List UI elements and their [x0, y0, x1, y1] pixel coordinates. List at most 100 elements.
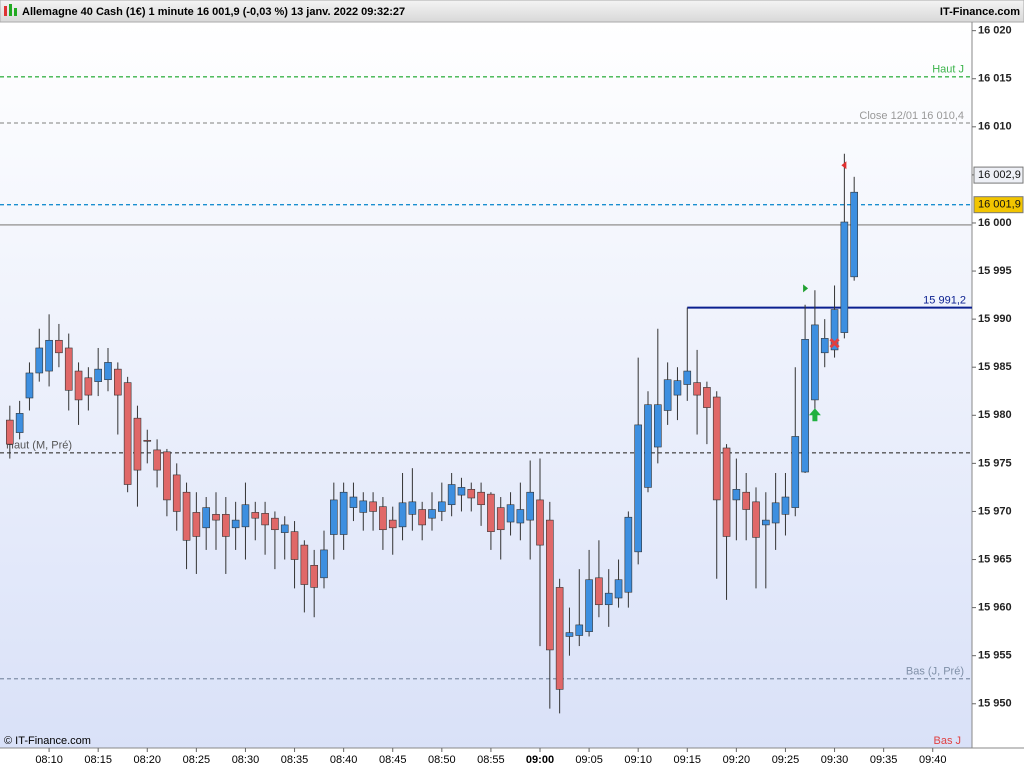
chart-title: Allemagne 40 Cash (1€) 1 minute 16 001,9… [22, 6, 405, 18]
y-tick-label: 16 020 [978, 25, 1012, 37]
candle-body [840, 221, 849, 333]
candle-body [575, 624, 584, 636]
candle-body [742, 491, 750, 510]
candle-body [663, 379, 672, 411]
y-tick-label: 15 975 [978, 457, 1012, 469]
candle-body [153, 449, 161, 471]
y-tick-label: 15 970 [978, 505, 1012, 517]
price-box-label: 16 001,9 [978, 199, 1021, 211]
candle-body [722, 447, 731, 537]
y-tick-label: 15 950 [978, 698, 1012, 710]
candle-body [84, 377, 93, 396]
candle-body [369, 501, 377, 512]
x-tick-label: 08:10 [35, 754, 63, 766]
plot-area [0, 22, 972, 748]
candle-body [418, 509, 426, 526]
candle-body [271, 517, 279, 531]
x-tick-label: 08:55 [477, 754, 505, 766]
title-bar [0, 0, 1024, 23]
candle-body [467, 489, 476, 499]
y-tick-label: 15 960 [978, 602, 1012, 614]
candle-body [604, 592, 613, 606]
candle-body [830, 309, 839, 351]
candle-body [703, 387, 711, 408]
x-tick-label: 09:05 [575, 754, 603, 766]
candle-body [634, 424, 642, 553]
candle-body [496, 507, 505, 531]
candle-body [261, 513, 269, 526]
x-tick-label: 08:50 [428, 754, 456, 766]
y-tick-label: 15 965 [978, 553, 1012, 565]
candle-body [231, 519, 240, 529]
candle-body [447, 484, 456, 506]
candle-body [506, 504, 515, 523]
candle-body [290, 531, 299, 560]
candle-body [251, 512, 260, 519]
candle-body [182, 491, 191, 541]
candle-body [771, 502, 780, 524]
candle-body [536, 499, 544, 546]
candle-body [801, 339, 809, 473]
icon [4, 4, 17, 16]
candle-body [850, 191, 858, 278]
candle-body [379, 506, 387, 531]
y-tick-label: 16 000 [978, 217, 1012, 229]
candle-body [428, 509, 436, 519]
x-tick-label: 08:45 [379, 754, 407, 766]
brand: IT-Finance.com [940, 6, 1020, 18]
x-tick-label: 09:25 [772, 754, 800, 766]
candle-body [438, 501, 446, 512]
candle-body [133, 417, 142, 471]
x-tick-label: 09:15 [674, 754, 702, 766]
candle-body [516, 509, 525, 524]
candle-body [614, 579, 623, 599]
candle-body [74, 370, 83, 401]
candle-body [359, 500, 368, 513]
signal [808, 408, 821, 422]
x-tick-label: 08:40 [330, 754, 358, 766]
y-tick-label: 15 980 [978, 409, 1012, 421]
candle-body [595, 577, 603, 606]
signal [829, 338, 840, 349]
candle-body [6, 419, 14, 445]
candle-body [820, 338, 829, 354]
level-label: Haut (M, Pré) [6, 440, 72, 452]
x-tick-label: 08:35 [281, 754, 309, 766]
candle-body [114, 368, 122, 396]
candle-body [163, 451, 171, 501]
candle-body [202, 507, 210, 529]
candle-body [644, 404, 652, 488]
candle-body [15, 413, 24, 433]
candle-body [565, 632, 574, 637]
candle-body [712, 396, 721, 501]
candle-body [457, 487, 466, 496]
candle-body [654, 404, 662, 448]
y-tick-label: 15 985 [978, 361, 1012, 373]
candle-body [35, 347, 44, 374]
x-tick-label: 09:10 [624, 754, 652, 766]
candle-body [388, 519, 397, 529]
candle-body [172, 474, 181, 512]
candle-body [280, 524, 289, 533]
candle-body [310, 564, 318, 588]
candle-body [408, 501, 417, 515]
candle-body [673, 380, 682, 396]
candle-body [123, 382, 132, 485]
candle-body [791, 436, 800, 508]
candle-body [330, 499, 338, 535]
y-tick-label: 16 015 [978, 73, 1012, 85]
x-tick-label: 08:15 [84, 754, 112, 766]
x-tick-label: 09:35 [870, 754, 898, 766]
candle-body [398, 502, 407, 528]
candle-body [349, 496, 358, 508]
candle-body [487, 493, 495, 532]
candle-body [320, 549, 328, 579]
x-tick-label: 08:30 [232, 754, 260, 766]
signal [803, 284, 809, 293]
candle-body [94, 368, 102, 382]
segment-label: 15 991,2 [923, 294, 966, 306]
y-tick-label: 15 990 [978, 313, 1012, 325]
candle-body [55, 339, 63, 354]
candle-body [339, 491, 348, 535]
